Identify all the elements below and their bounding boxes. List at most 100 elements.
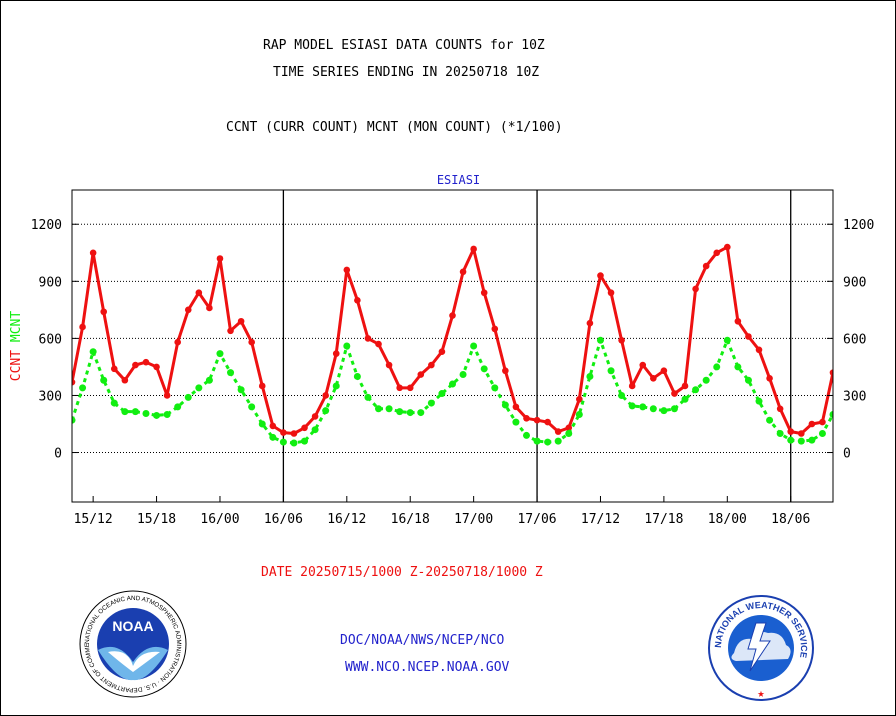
series-line-ccnt — [72, 245, 833, 435]
point-mcnt — [692, 386, 700, 394]
y-tick-label-left: 1200 — [31, 218, 62, 233]
y-tick-label-left: 0 — [54, 447, 62, 462]
point-ccnt — [174, 338, 181, 346]
point-mcnt — [72, 416, 76, 424]
point-mcnt — [565, 430, 573, 438]
point-ccnt — [417, 371, 425, 378]
point-mcnt — [586, 372, 594, 380]
point-mcnt — [670, 405, 678, 413]
point-ccnt — [639, 361, 647, 369]
point-mcnt — [713, 363, 721, 371]
point-mcnt — [808, 436, 816, 444]
y-axis-label: CCNT MCNT — [9, 311, 24, 382]
point-mcnt — [501, 401, 509, 409]
point-mcnt — [258, 420, 266, 428]
point-mcnt — [269, 433, 277, 441]
point-ccnt — [734, 317, 742, 325]
point-mcnt — [205, 376, 213, 384]
point-ccnt — [79, 323, 86, 331]
point-mcnt — [79, 384, 87, 392]
point-mcnt — [279, 438, 287, 446]
point-ccnt — [576, 395, 583, 403]
point-mcnt — [681, 395, 689, 403]
point-mcnt — [417, 409, 425, 417]
point-ccnt — [724, 243, 731, 251]
point-mcnt — [618, 391, 626, 399]
point-ccnt — [121, 376, 129, 384]
y-axis-label-ccnt: CCNT — [9, 342, 24, 381]
point-ccnt — [755, 346, 763, 354]
point-ccnt — [438, 348, 446, 356]
point-ccnt — [428, 361, 435, 369]
point-ccnt — [269, 422, 277, 430]
point-mcnt — [734, 363, 742, 371]
y-tick-label-left: 300 — [39, 389, 62, 404]
point-ccnt — [745, 333, 752, 340]
point-ccnt — [216, 255, 224, 262]
point-mcnt — [607, 367, 615, 375]
point-ccnt — [819, 418, 826, 426]
y-tick-label-right: 0 — [843, 447, 851, 462]
point-ccnt — [89, 249, 97, 257]
point-mcnt — [131, 408, 139, 416]
point-ccnt — [512, 403, 520, 411]
y-tick-label-right: 600 — [843, 332, 866, 347]
point-mcnt — [142, 410, 150, 418]
point-mcnt — [628, 402, 636, 410]
point-ccnt — [195, 289, 203, 297]
point-mcnt — [744, 376, 752, 384]
point-ccnt — [396, 384, 403, 392]
x-tick-label: 16/12 — [327, 512, 366, 527]
point-mcnt — [153, 411, 161, 419]
point-mcnt — [406, 409, 414, 417]
point-ccnt — [797, 430, 805, 437]
point-ccnt — [237, 317, 245, 325]
point-ccnt — [470, 245, 477, 253]
point-ccnt — [332, 350, 340, 357]
point-mcnt — [237, 386, 245, 394]
point-mcnt — [174, 403, 182, 411]
point-mcnt — [438, 390, 446, 398]
point-ccnt — [480, 289, 488, 297]
point-mcnt — [459, 371, 467, 379]
point-mcnt — [470, 342, 478, 350]
point-mcnt — [353, 372, 361, 380]
point-ccnt — [258, 382, 266, 390]
x-tick-label: 17/18 — [644, 512, 683, 527]
point-ccnt — [280, 429, 287, 436]
point-ccnt — [311, 413, 319, 420]
series-layer — [72, 243, 833, 447]
point-mcnt — [491, 384, 499, 392]
point-mcnt — [575, 410, 583, 418]
org-path-link[interactable]: DOC/NOAA/NWS/NCEP/NCO — [340, 633, 505, 648]
point-mcnt — [216, 350, 224, 358]
point-ccnt — [72, 378, 76, 386]
point-mcnt — [649, 405, 657, 413]
point-ccnt — [163, 392, 171, 399]
point-mcnt — [512, 418, 520, 426]
point-mcnt — [375, 405, 383, 413]
nco-website-link[interactable]: WWW.NCO.NCEP.NOAA.GOV — [345, 660, 510, 675]
y-tick-label-right: 1200 — [843, 218, 874, 233]
point-mcnt — [554, 437, 562, 445]
point-mcnt — [311, 426, 319, 434]
point-ccnt — [322, 392, 329, 399]
point-mcnt — [533, 437, 541, 445]
point-ccnt — [459, 268, 467, 276]
point-ccnt — [586, 319, 594, 327]
grid-layer — [72, 190, 833, 502]
svg-text:★: ★ — [757, 686, 764, 700]
point-mcnt — [290, 439, 298, 447]
series-mcnt — [72, 336, 833, 447]
point-ccnt — [597, 272, 604, 279]
point-mcnt — [248, 403, 256, 411]
point-ccnt — [829, 369, 833, 376]
x-tick-label: 18/00 — [708, 512, 747, 527]
point-mcnt — [723, 336, 731, 344]
point-mcnt — [301, 437, 309, 445]
chart-title: RAP MODEL ESIASI DATA COUNTS for 10Z — [263, 38, 545, 53]
x-tick-label: 17/06 — [517, 512, 556, 527]
x-tick-label: 17/12 — [581, 512, 620, 527]
point-mcnt — [100, 376, 108, 384]
